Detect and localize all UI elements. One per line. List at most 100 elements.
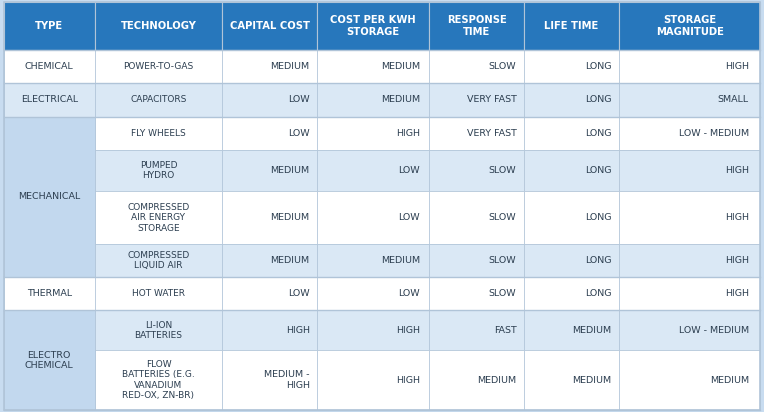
Bar xyxy=(524,59,760,61)
Bar xyxy=(524,235,760,238)
Bar xyxy=(95,350,222,410)
Bar xyxy=(222,277,317,311)
Bar xyxy=(524,189,760,192)
Text: MEDIUM: MEDIUM xyxy=(270,166,309,175)
Text: VERY FAST: VERY FAST xyxy=(467,96,516,104)
Text: MEDIUM: MEDIUM xyxy=(381,62,420,71)
Text: SLOW: SLOW xyxy=(489,289,516,298)
Text: LONG: LONG xyxy=(585,62,611,71)
Bar xyxy=(524,130,760,133)
Bar xyxy=(619,191,760,244)
Bar xyxy=(524,311,619,350)
Bar xyxy=(222,191,317,244)
Bar xyxy=(524,150,760,152)
Bar xyxy=(524,204,760,206)
Bar xyxy=(429,311,524,350)
Bar xyxy=(95,277,222,311)
Text: LONG: LONG xyxy=(585,289,611,298)
Bar xyxy=(619,2,760,50)
Text: SLOW: SLOW xyxy=(489,213,516,222)
Bar xyxy=(95,150,222,191)
Text: LOW: LOW xyxy=(288,289,309,298)
Bar xyxy=(524,161,760,164)
Text: MEDIUM: MEDIUM xyxy=(270,213,309,222)
Text: LOW: LOW xyxy=(288,96,309,104)
Bar xyxy=(524,212,760,215)
Bar xyxy=(619,311,760,350)
Bar xyxy=(524,191,619,244)
Text: LONG: LONG xyxy=(585,256,611,265)
Bar xyxy=(524,121,760,124)
Bar xyxy=(429,244,524,277)
Bar xyxy=(524,84,760,87)
Bar xyxy=(222,83,317,117)
Bar xyxy=(4,277,95,311)
Bar xyxy=(524,243,760,246)
Bar xyxy=(524,79,760,82)
Text: ELECTRICAL: ELECTRICAL xyxy=(21,96,78,104)
Bar xyxy=(429,191,524,244)
Bar xyxy=(429,50,524,83)
Text: MEDIUM -
HIGH: MEDIUM - HIGH xyxy=(264,370,309,390)
Bar xyxy=(524,101,760,104)
Bar xyxy=(524,2,619,50)
Bar xyxy=(222,2,317,50)
Text: MEDIUM: MEDIUM xyxy=(572,326,611,335)
Text: LONG: LONG xyxy=(585,213,611,222)
Text: PUMPED
HYDRO: PUMPED HYDRO xyxy=(140,161,177,180)
Text: HIGH: HIGH xyxy=(725,166,749,175)
Text: LI-ION
BATTERIES: LI-ION BATTERIES xyxy=(134,321,183,340)
Bar xyxy=(429,277,524,311)
Bar xyxy=(524,277,619,311)
Bar xyxy=(429,117,524,150)
Bar xyxy=(524,246,760,249)
Bar xyxy=(524,206,760,209)
Text: VERY FAST: VERY FAST xyxy=(467,129,516,138)
Text: HIGH: HIGH xyxy=(725,62,749,71)
Bar xyxy=(524,155,760,158)
Bar xyxy=(524,56,760,59)
Bar xyxy=(524,82,760,84)
Bar xyxy=(4,2,95,50)
Bar xyxy=(524,98,760,101)
Bar xyxy=(524,93,760,96)
Text: LOW: LOW xyxy=(399,213,420,222)
Bar xyxy=(317,350,429,410)
Bar xyxy=(524,90,760,93)
Bar xyxy=(524,350,619,410)
Bar xyxy=(317,50,429,83)
Text: MEDIUM: MEDIUM xyxy=(478,376,516,384)
Bar xyxy=(524,133,760,136)
Bar xyxy=(524,229,760,232)
Text: HIGH: HIGH xyxy=(725,213,749,222)
Bar xyxy=(317,117,429,150)
Text: CHEMICAL: CHEMICAL xyxy=(24,62,73,71)
Text: HIGH: HIGH xyxy=(396,326,420,335)
Text: SMALL: SMALL xyxy=(717,96,749,104)
Text: LIFE TIME: LIFE TIME xyxy=(545,21,599,31)
Bar xyxy=(222,150,317,191)
Bar xyxy=(524,223,760,226)
Bar xyxy=(524,249,760,252)
Bar xyxy=(524,232,760,235)
Bar xyxy=(524,96,760,98)
Text: POWER-TO-GAS: POWER-TO-GAS xyxy=(123,62,193,71)
Bar xyxy=(317,277,429,311)
Bar xyxy=(317,244,429,277)
Text: HOT WATER: HOT WATER xyxy=(132,289,185,298)
Bar xyxy=(4,83,95,117)
Bar xyxy=(524,184,760,187)
Text: LONG: LONG xyxy=(585,129,611,138)
Bar xyxy=(524,61,760,64)
Bar xyxy=(95,2,222,50)
Text: STORAGE
MAGNITUDE: STORAGE MAGNITUDE xyxy=(656,15,724,37)
Bar xyxy=(524,175,760,178)
Text: LOW: LOW xyxy=(399,289,420,298)
Text: MECHANICAL: MECHANICAL xyxy=(18,192,80,201)
Bar xyxy=(524,218,760,220)
Text: HIGH: HIGH xyxy=(396,129,420,138)
Bar xyxy=(524,127,760,130)
Text: LONG: LONG xyxy=(585,166,611,175)
Bar xyxy=(619,244,760,277)
Bar xyxy=(524,220,760,223)
